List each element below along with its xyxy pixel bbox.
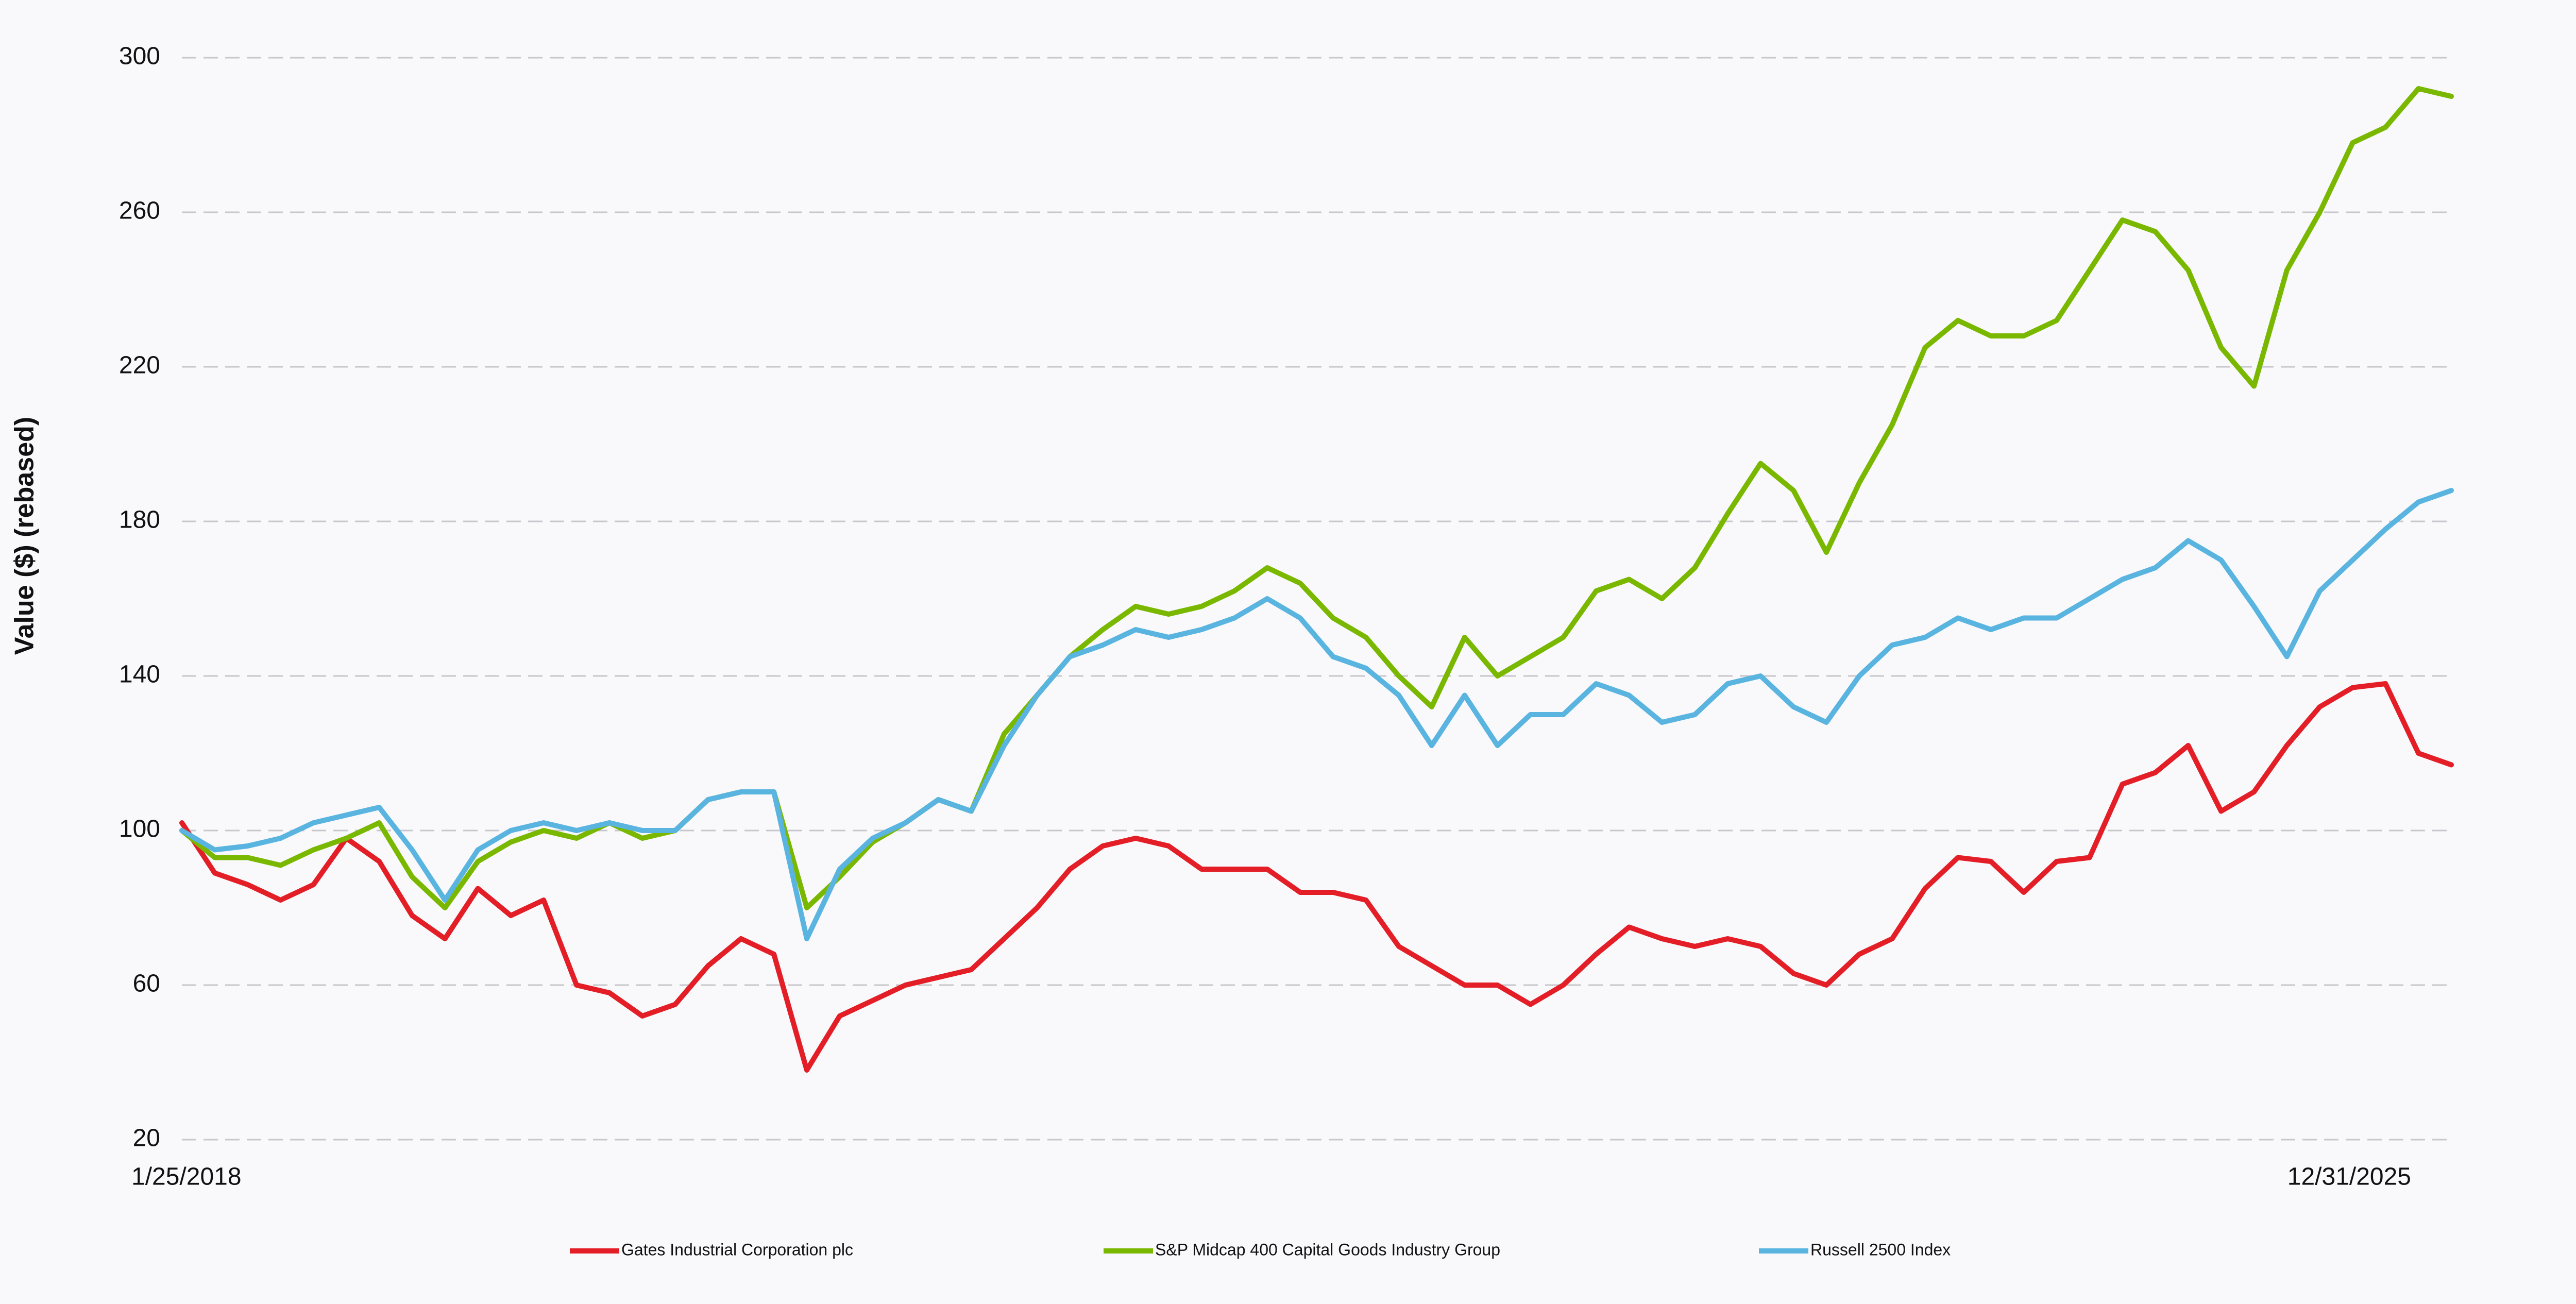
legend-label: Russell 2500 Index (1810, 1240, 1951, 1259)
x-tick-label: 12/31/2025 (2287, 1163, 2411, 1191)
series-line (179, 488, 2454, 941)
y-tick-label: 140 (119, 661, 160, 688)
y-tick-label: 60 (133, 970, 160, 997)
y-tick-label: 180 (119, 506, 160, 534)
y-tick-label: 220 (119, 352, 160, 379)
y-tick-label: 20 (133, 1125, 160, 1152)
series-line (179, 86, 2454, 910)
legend-label: S&P Midcap 400 Capital Goods Industry Gr… (1155, 1240, 1500, 1259)
x-tick-label: 1/25/2018 (131, 1163, 242, 1191)
y-tick-label: 100 (119, 816, 160, 843)
y-tick-label: 260 (119, 197, 160, 225)
series-line (179, 681, 2454, 1073)
legend-label: Gates Industrial Corporation plc (621, 1240, 853, 1259)
y-tick-label: 300 (119, 43, 160, 70)
y-axis-label: Value ($) (rebased) (10, 417, 40, 655)
